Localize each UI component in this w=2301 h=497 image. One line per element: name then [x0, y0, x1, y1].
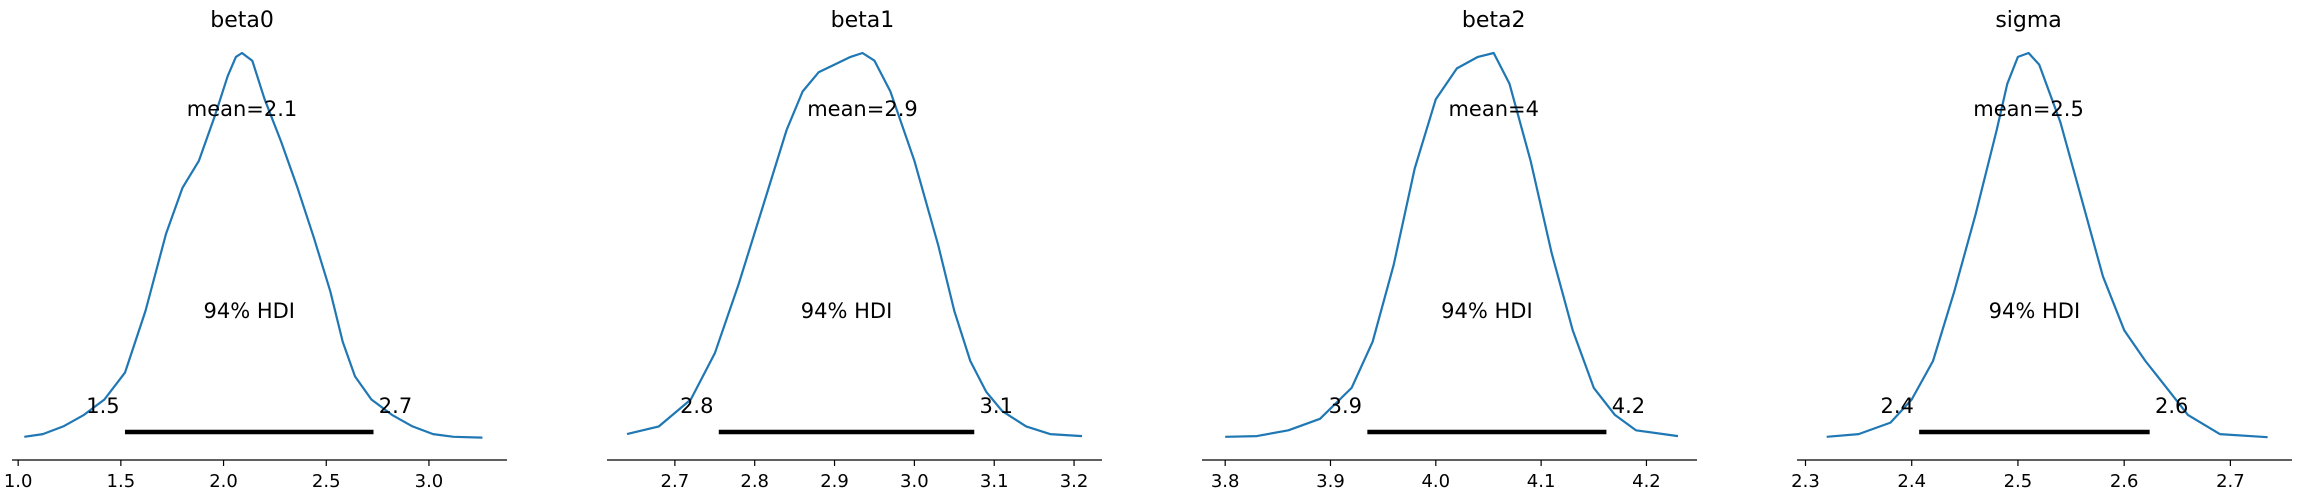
mean-label: mean=2.9 [807, 97, 918, 121]
panel-sigma: sigma mean=2.5 94% HDI 2.4 2.6 2.3 2.4 2.5 2.6 2.… [1791, 8, 2292, 492]
x-tick-label: 4.1 [1527, 471, 1556, 492]
mean-label: mean=4 [1448, 97, 1539, 121]
hdi-high-value: 2.7 [379, 394, 412, 418]
x-tick-label: 2.7 [2216, 471, 2245, 492]
x-tick-label: 1.5 [107, 471, 136, 492]
density-curve [626, 51, 1083, 438]
hdi-label: 94% HDI [203, 299, 295, 323]
hdi-label: 94% HDI [1441, 299, 1533, 323]
x-tick-label: 2.9 [820, 471, 849, 492]
x-tick-label: 3.0 [900, 471, 929, 492]
hdi-low-value: 1.5 [86, 394, 119, 418]
x-tick-label: 4.0 [1421, 471, 1450, 492]
panel-beta1: beta1 mean=2.9 94% HDI 2.8 3.1 2.7 2.8 2.9 3.0 3.… [607, 8, 1102, 492]
panel-title: beta1 [831, 8, 895, 33]
hdi-high-value: 3.1 [980, 394, 1013, 418]
x-tick-label: 3.1 [980, 471, 1009, 492]
mean-label: mean=2.5 [1973, 97, 2084, 121]
density-curve [1225, 51, 1679, 438]
x-tick-label: 3.0 [415, 471, 444, 492]
x-tick-label: 2.5 [2004, 471, 2033, 492]
x-tick-label: 2.3 [1791, 471, 1820, 492]
density-curve [24, 51, 483, 439]
hdi-label: 94% HDI [1989, 299, 2081, 323]
density-curve [1826, 51, 2268, 439]
x-tick-label: 2.8 [740, 471, 769, 492]
x-tick-label: 2.4 [1897, 471, 1926, 492]
panel-title: beta2 [1462, 8, 1526, 33]
hdi-low-value: 2.8 [680, 394, 713, 418]
x-tick-label: 1.0 [4, 471, 33, 492]
hdi-high-value: 4.2 [1612, 394, 1645, 418]
x-tick-label: 2.7 [661, 471, 690, 492]
hdi-label: 94% HDI [801, 299, 893, 323]
panel-beta2: beta2 mean=4 94% HDI 3.9 4.2 3.8 3.9 4.0 4.1 4.2 [1202, 8, 1697, 492]
hdi-low-value: 3.9 [1329, 394, 1362, 418]
x-tick-label: 3.2 [1060, 471, 1089, 492]
hdi-high-value: 2.6 [2155, 394, 2188, 418]
x-tick-label: 2.6 [2110, 471, 2139, 492]
x-tick-label: 4.2 [1632, 471, 1661, 492]
panel-title: beta0 [210, 8, 274, 33]
mean-label: mean=2.1 [187, 97, 298, 121]
panel-title: sigma [1995, 8, 2061, 33]
x-tick-label: 2.0 [209, 471, 238, 492]
panel-beta0: beta0 mean=2.1 94% HDI 1.5 2.7 1.0 1.5 2.0 2.5 3.… [4, 8, 507, 492]
x-tick-label: 3.8 [1211, 471, 1240, 492]
hdi-low-value: 2.4 [1880, 394, 1913, 418]
x-tick-label: 2.5 [312, 471, 341, 492]
x-tick-label: 3.9 [1316, 471, 1345, 492]
